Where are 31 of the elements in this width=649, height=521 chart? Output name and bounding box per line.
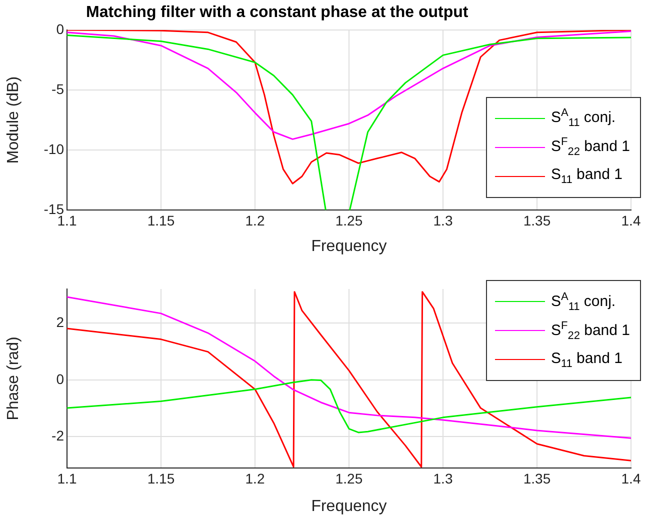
x-tick-label: 1.3	[433, 470, 453, 486]
y-tick-label: 0	[56, 20, 64, 37]
x-tick-label: 1.25	[335, 212, 363, 228]
x-tick-label: 1.15	[147, 470, 175, 486]
y-tick-label: -10	[44, 140, 64, 157]
legend-label: S$^{F}$$_{22}$ band 1	[550, 320, 630, 342]
y-tick-label: 0	[56, 370, 64, 387]
x-axis-title: Frequency	[311, 238, 387, 255]
y-tick-label: -15	[44, 200, 64, 217]
legend-label: S$_{11}$ band 1	[550, 166, 622, 186]
x-tick-label: 1.2	[245, 470, 265, 486]
y-axis-title: Module (dB)	[5, 76, 22, 164]
y-tick-label: -5	[52, 80, 64, 97]
x-tick-label: 1.1	[57, 470, 77, 486]
x-tick-label: 1.35	[523, 470, 551, 486]
x-tick-label: 1.25	[335, 470, 363, 486]
x-tick-label: 1.35	[523, 212, 551, 228]
y-tick-label: 2	[56, 314, 64, 330]
chart-title: Matching filter with a constant phase at the output	[86, 4, 468, 22]
legend-label: S$^{F}$$_{22}$ band 1	[550, 136, 630, 158]
x-tick-label: 1.2	[245, 212, 265, 228]
y-tick-label: -2	[52, 428, 64, 444]
x-tick-label: 1.15	[147, 212, 175, 228]
legend-label: S$_{11}$ band 1	[550, 350, 622, 370]
x-axis-title: Frequency	[311, 498, 387, 515]
y-axis-title: Phase (rad)	[5, 336, 22, 420]
x-tick-label: 1.4	[621, 470, 641, 486]
x-tick-label: 1.3	[433, 212, 453, 228]
legend-label: S$^{A}$$_{11}$ conj.	[550, 290, 616, 312]
x-tick-label: 1.4	[621, 212, 641, 228]
legend-label: S$^{A}$$_{11}$ conj.	[550, 107, 616, 129]
